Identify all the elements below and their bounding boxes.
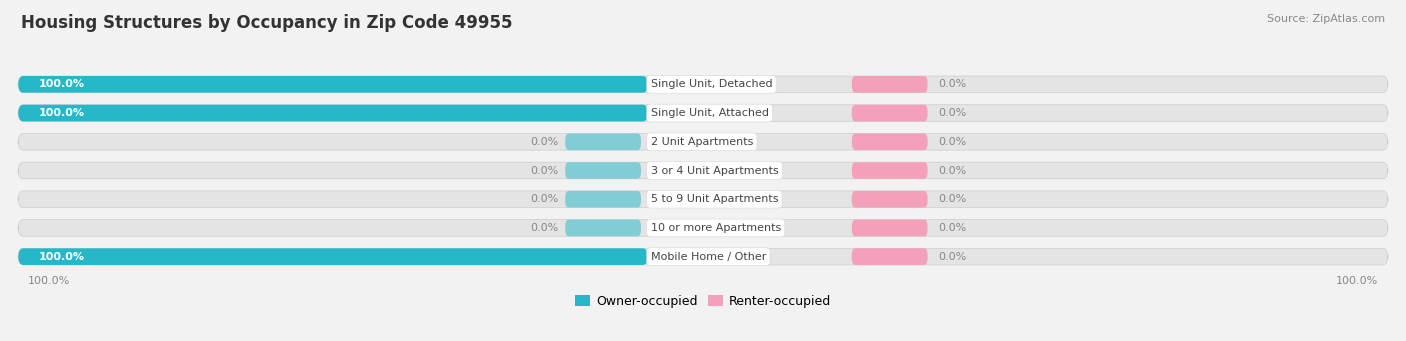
FancyBboxPatch shape: [18, 248, 648, 265]
FancyBboxPatch shape: [565, 133, 641, 150]
Text: 0.0%: 0.0%: [939, 108, 967, 118]
Text: 100.0%: 100.0%: [28, 276, 70, 286]
Text: 3 or 4 Unit Apartments: 3 or 4 Unit Apartments: [651, 165, 779, 176]
Text: 10 or more Apartments: 10 or more Apartments: [651, 223, 780, 233]
Text: 0.0%: 0.0%: [530, 194, 558, 204]
Text: 0.0%: 0.0%: [939, 223, 967, 233]
FancyBboxPatch shape: [18, 248, 1388, 265]
Text: 0.0%: 0.0%: [939, 165, 967, 176]
Text: 0.0%: 0.0%: [939, 137, 967, 147]
Text: 0.0%: 0.0%: [530, 137, 558, 147]
FancyBboxPatch shape: [852, 76, 928, 93]
Text: 100.0%: 100.0%: [39, 108, 84, 118]
FancyBboxPatch shape: [852, 191, 928, 208]
Text: Housing Structures by Occupancy in Zip Code 49955: Housing Structures by Occupancy in Zip C…: [21, 14, 513, 32]
FancyBboxPatch shape: [852, 133, 928, 150]
Text: 5 to 9 Unit Apartments: 5 to 9 Unit Apartments: [651, 194, 778, 204]
FancyBboxPatch shape: [18, 220, 1388, 236]
Text: 100.0%: 100.0%: [39, 79, 84, 89]
Text: Source: ZipAtlas.com: Source: ZipAtlas.com: [1267, 14, 1385, 24]
Text: 0.0%: 0.0%: [939, 79, 967, 89]
Text: Single Unit, Detached: Single Unit, Detached: [651, 79, 772, 89]
FancyBboxPatch shape: [18, 76, 648, 93]
Text: Mobile Home / Other: Mobile Home / Other: [651, 252, 766, 262]
FancyBboxPatch shape: [18, 105, 648, 121]
FancyBboxPatch shape: [565, 220, 641, 236]
FancyBboxPatch shape: [852, 162, 928, 179]
FancyBboxPatch shape: [18, 191, 1388, 208]
Text: 0.0%: 0.0%: [530, 223, 558, 233]
FancyBboxPatch shape: [852, 220, 928, 236]
Text: 0.0%: 0.0%: [939, 252, 967, 262]
Legend: Owner-occupied, Renter-occupied: Owner-occupied, Renter-occupied: [569, 290, 837, 313]
Text: 0.0%: 0.0%: [939, 194, 967, 204]
Text: Single Unit, Attached: Single Unit, Attached: [651, 108, 769, 118]
FancyBboxPatch shape: [852, 105, 928, 121]
Text: 0.0%: 0.0%: [530, 165, 558, 176]
FancyBboxPatch shape: [18, 133, 1388, 150]
FancyBboxPatch shape: [18, 105, 1388, 121]
FancyBboxPatch shape: [18, 76, 1388, 93]
FancyBboxPatch shape: [852, 248, 928, 265]
FancyBboxPatch shape: [18, 162, 1388, 179]
Text: 100.0%: 100.0%: [39, 252, 84, 262]
FancyBboxPatch shape: [565, 191, 641, 208]
FancyBboxPatch shape: [565, 162, 641, 179]
Text: 2 Unit Apartments: 2 Unit Apartments: [651, 137, 754, 147]
Text: 100.0%: 100.0%: [1336, 276, 1378, 286]
